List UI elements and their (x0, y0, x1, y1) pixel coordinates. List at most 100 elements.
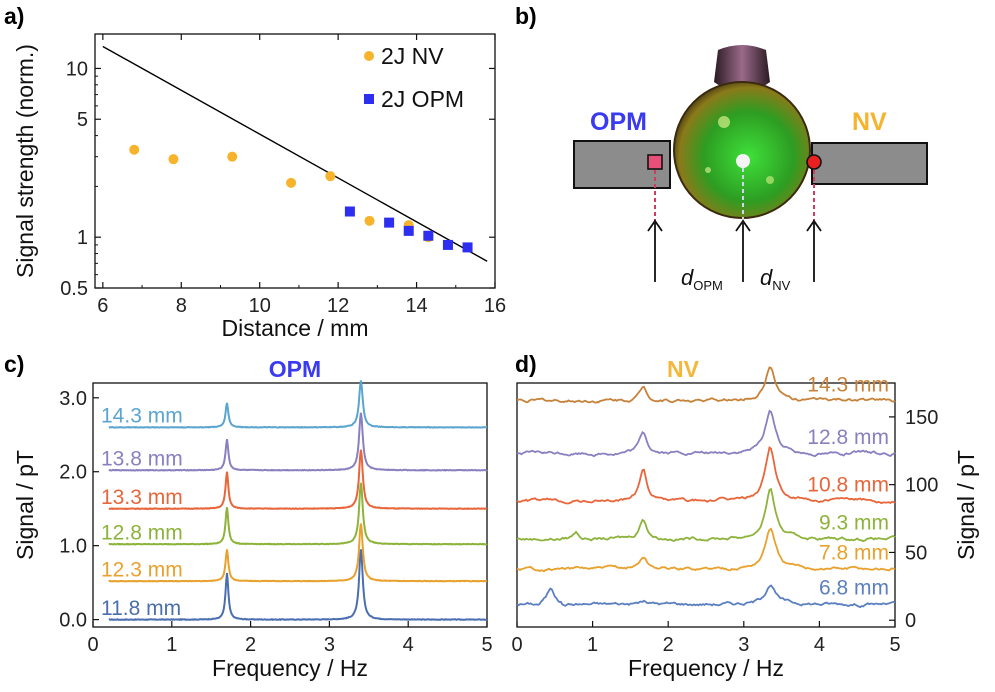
y-tick-label: 5 (77, 109, 88, 131)
trace-label: 6.8 mm (819, 577, 889, 600)
x-tick-label: 5 (889, 634, 900, 656)
nv-label: NV (852, 108, 887, 136)
diagram-b: OPM NV dOPM dNV (573, 45, 928, 293)
spectrum-line (516, 366, 896, 404)
x-tick-label: 1 (587, 634, 598, 656)
chart-c-xlabel: Frequency / Hz (212, 655, 368, 681)
opm-point (462, 242, 473, 253)
panel-label-b: b) (515, 3, 537, 29)
opm-point (384, 217, 395, 228)
x-tick-label: 12 (327, 295, 349, 317)
opm-label: OPM (590, 108, 647, 136)
chart-c: 0 1 2 3 4 5 0.0 1.0 2.0 3.0 11.8 mm 12.3 mm 12.8 mm… (12, 356, 493, 681)
x-tick-label: 16 (484, 295, 506, 317)
x-tick-label: 8 (176, 295, 187, 317)
trace-label: 13.3 mm (101, 486, 183, 509)
opm-point (403, 225, 414, 236)
chart-d-xlabel: Frequency / Hz (628, 655, 784, 681)
opm-arrow-head (647, 219, 663, 232)
spectrum-line (108, 449, 488, 511)
chart-c-title: OPM (269, 356, 321, 382)
nv-point (129, 144, 140, 155)
nv-point (227, 151, 238, 162)
opm-point (423, 230, 434, 241)
x-tick-label: 2 (245, 634, 256, 656)
spectrum-line (108, 380, 487, 429)
spectrum-line (516, 584, 896, 609)
y-tick-label: 1.0 (59, 536, 87, 558)
d-nv-label: dNV (760, 265, 791, 293)
y-tick-label: 0.0 (59, 610, 87, 632)
x-tick-label: 3 (324, 634, 335, 656)
trace-label: 12.3 mm (101, 558, 183, 581)
x-tick-label: 3 (738, 634, 749, 656)
trace-label: 7.8 mm (819, 541, 889, 564)
x-tick-label: 4 (403, 634, 414, 656)
trace-label: 14.3 mm (807, 373, 889, 396)
d-opm-label: dOPM (681, 265, 723, 293)
center-arrow-head (735, 219, 751, 232)
chart-a-frame (94, 33, 496, 289)
chart-a-xlabel: Distance / mm (222, 315, 369, 341)
trace-label: 10.8 mm (807, 474, 889, 497)
vapor-cell-neck (714, 45, 770, 92)
spectrum-line (516, 446, 896, 505)
nv-sensor-point (806, 154, 822, 170)
spectrum-line (516, 409, 896, 458)
legend-opm-label: 2J OPM (381, 86, 464, 112)
x-tick-label: 1 (166, 634, 177, 656)
y-tick-label: 3.0 (59, 388, 87, 410)
spectrum-line (108, 523, 488, 583)
fit-line (102, 45, 488, 262)
y-tick-label: 50 (905, 542, 927, 564)
y-tick-label: 1 (77, 227, 88, 249)
nv-point (168, 154, 179, 165)
panel-label-a: a) (4, 3, 24, 29)
chart-a-ylabel: Signal strength (norm.) (12, 44, 38, 278)
legend-nv-label: 2J NV (381, 43, 444, 69)
bubble-highlight (705, 167, 711, 173)
chart-c-frame (92, 382, 488, 628)
bubble-highlight (766, 176, 774, 184)
x-tick-label: 0 (87, 634, 98, 656)
spectrum-line (108, 412, 488, 472)
spectrum-line (108, 549, 488, 622)
chart-d-frame (516, 382, 896, 628)
legend-nv-marker (364, 51, 374, 61)
x-tick-label: 10 (249, 295, 271, 317)
chart-d-ylabel: Signal / pT (953, 450, 979, 560)
nv-arrow-head (806, 219, 822, 232)
trace-label: 11.8 mm (101, 597, 181, 620)
trace-label: 13.8 mm (101, 447, 183, 470)
nv-sensor (811, 142, 928, 185)
nv-point (325, 171, 336, 182)
y-tick-label: 0.5 (60, 278, 88, 300)
y-tick-label: 10 (66, 58, 88, 80)
trace-label: 12.8 mm (807, 426, 889, 449)
nv-point (364, 215, 375, 226)
panel-label-c: c) (4, 351, 24, 377)
chart-d-title: NV (667, 356, 700, 382)
spectrum-line (108, 482, 488, 546)
spectrum-line (516, 487, 896, 543)
nv-point (286, 177, 297, 188)
x-tick-label: 0 (511, 634, 522, 656)
opm-point (344, 206, 355, 217)
legend-opm-marker (364, 94, 374, 104)
opm-point (442, 239, 453, 250)
bubble-highlight (718, 116, 730, 128)
trace-label: 9.3 mm (819, 512, 889, 535)
y-tick-label: 100 (905, 475, 938, 497)
opm-sensor-point (647, 154, 663, 170)
chart-c-ylabel: Signal / pT (12, 450, 38, 560)
cell-center-point (736, 154, 750, 168)
x-tick-label: 2 (663, 634, 674, 656)
panel-label-d: d) (515, 351, 537, 377)
x-tick-label: 4 (814, 634, 825, 656)
y-tick-label: 0 (905, 610, 916, 632)
x-tick-label: 6 (97, 295, 108, 317)
spectrum-line (516, 527, 896, 573)
trace-label: 12.8 mm (101, 521, 183, 544)
